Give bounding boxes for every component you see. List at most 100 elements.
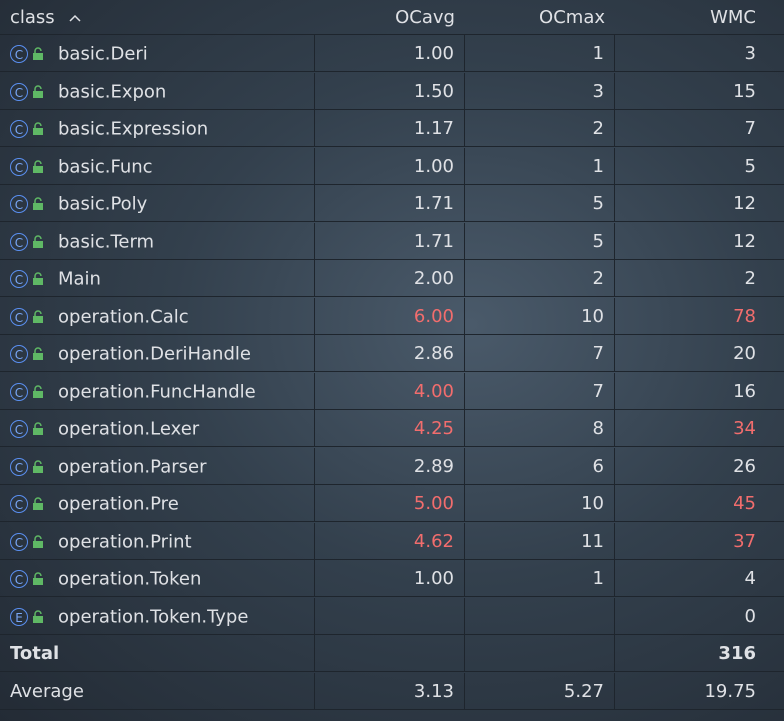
metric-cell: 1: [465, 35, 615, 72]
access-icon: [33, 497, 43, 510]
class-name: operation.DeriHandle: [58, 343, 251, 365]
access-icon: [33, 234, 43, 248]
class-name: basic.Expon: [58, 81, 167, 102]
metric-cell: 4.62: [315, 522, 465, 560]
class-name: basic.Poly: [58, 193, 148, 215]
class-icon: C: [10, 120, 28, 138]
metric-cell: 0: [744, 605, 756, 627]
access-icon: [33, 384, 43, 398]
header-cell[interactable]: class: [0, 0, 315, 35]
metric-cell: 5.00: [315, 485, 465, 522]
metric-cell: 2.00: [315, 260, 465, 297]
metric-cell: 16: [733, 380, 756, 402]
metric-cell: 1.17: [315, 110, 465, 147]
metric-cell: 26: [733, 455, 756, 477]
class-icon: C: [10, 345, 28, 363]
metric-cell: 34: [733, 418, 756, 439]
header-cell[interactable]: WMC: [710, 7, 756, 28]
class-icon: C: [10, 457, 28, 476]
access-icon: [33, 422, 43, 435]
class-icon: C: [10, 495, 28, 513]
class-icon: C: [10, 82, 28, 101]
metric-cell: 1: [465, 560, 615, 597]
average-wmc: 19.75: [704, 680, 756, 702]
metric-cell: 1.00: [315, 35, 465, 72]
metric-cell: 7: [465, 372, 615, 410]
metric-cell: [465, 597, 615, 635]
class-icon: E: [10, 607, 28, 626]
metric-cell: 7: [465, 335, 615, 372]
metric-cell: [315, 635, 465, 672]
access-icon: [33, 534, 43, 548]
metric-cell: 2.86: [315, 335, 465, 372]
class-name: operation.FuncHandle: [58, 381, 256, 402]
class-name: operation.Parser: [58, 456, 207, 477]
metric-cell: 7: [744, 118, 756, 139]
metric-cell: 12: [733, 230, 756, 252]
metric-cell: 20: [733, 343, 756, 364]
metric-cell: 2: [465, 260, 615, 297]
class-icon: C: [10, 270, 28, 288]
metric-cell: 4.25: [315, 410, 465, 447]
metric-cell: 15: [733, 80, 756, 102]
metric-cell: 1.00: [315, 147, 465, 185]
sort-arrow: [69, 14, 81, 22]
access-icon: [33, 47, 43, 60]
class-icon: C: [10, 382, 28, 401]
average-row: Average 3.13 5.27 19.75: [0, 672, 784, 710]
class-name: operation.Calc: [58, 306, 189, 327]
metric-cell: 1.50: [315, 72, 465, 110]
table-row[interactable]: C Main 2.00 2 2: [0, 260, 784, 297]
metric-cell: 2: [465, 110, 615, 147]
metric-cell: 11: [465, 522, 615, 560]
access-icon: [33, 159, 43, 173]
metric-cell: 4: [744, 568, 756, 589]
access-icon: [33, 347, 43, 360]
metric-cell: 1: [465, 147, 615, 185]
class-icon: C: [10, 307, 28, 326]
class-name: operation.Token: [58, 568, 202, 590]
header-cell[interactable]: OCavg: [395, 7, 455, 28]
average-ocavg: 3.13: [315, 672, 465, 710]
class-name: Main: [58, 268, 101, 290]
header-cell[interactable]: OCmax: [539, 7, 605, 28]
metric-cell: 12: [733, 193, 756, 214]
class-icon: C: [10, 570, 28, 588]
header-text: class: [10, 7, 55, 28]
access-icon: [33, 84, 43, 98]
metric-cell: [315, 597, 465, 635]
metric-cell: 10: [465, 485, 615, 522]
metric-cell: 10: [465, 297, 615, 335]
class-name: operation.Token.Type: [58, 606, 249, 627]
metric-cell: 5: [465, 222, 615, 260]
access-icon: [33, 459, 43, 473]
metric-cell: 6: [465, 447, 615, 485]
metric-cell: 1.71: [315, 185, 465, 222]
